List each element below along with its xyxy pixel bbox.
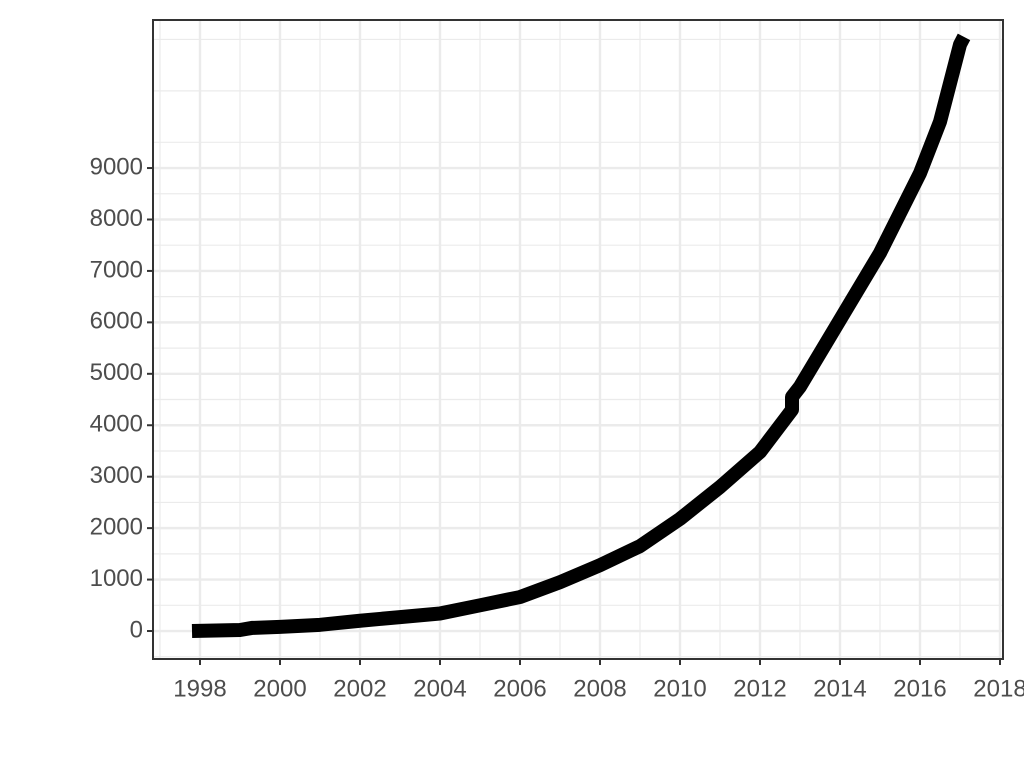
y-tick-label: 4000	[90, 411, 143, 438]
y-tick-label: 2000	[90, 513, 143, 540]
line	[191, 33, 971, 639]
x-tick-label: 2000	[253, 675, 306, 702]
y-tick-label: 7000	[90, 256, 143, 283]
x-tick-label: 2016	[893, 675, 946, 702]
x-tick-label: 1998	[173, 675, 226, 702]
x-tick-label: 2010	[653, 675, 706, 702]
y-tick-label: 1000	[90, 565, 143, 592]
y-tick-label: 5000	[90, 359, 143, 386]
x-tick-label: 2004	[413, 675, 466, 702]
y-tick-label: 0	[130, 616, 143, 643]
y-tick-label: 9000	[90, 153, 143, 180]
x-tick-label: 2008	[573, 675, 626, 702]
x-tick-label: 2002	[333, 675, 386, 702]
x-tick-label: 2014	[813, 675, 866, 702]
x-tick-label: 2006	[493, 675, 546, 702]
y-tick-label: 8000	[90, 205, 143, 232]
y-tick-label: 6000	[90, 308, 143, 335]
y-tick-label: 3000	[90, 462, 143, 489]
x-tick-label: 2012	[733, 675, 786, 702]
x-tick-label: 2018	[973, 675, 1024, 702]
plot-border	[152, 19, 1004, 660]
